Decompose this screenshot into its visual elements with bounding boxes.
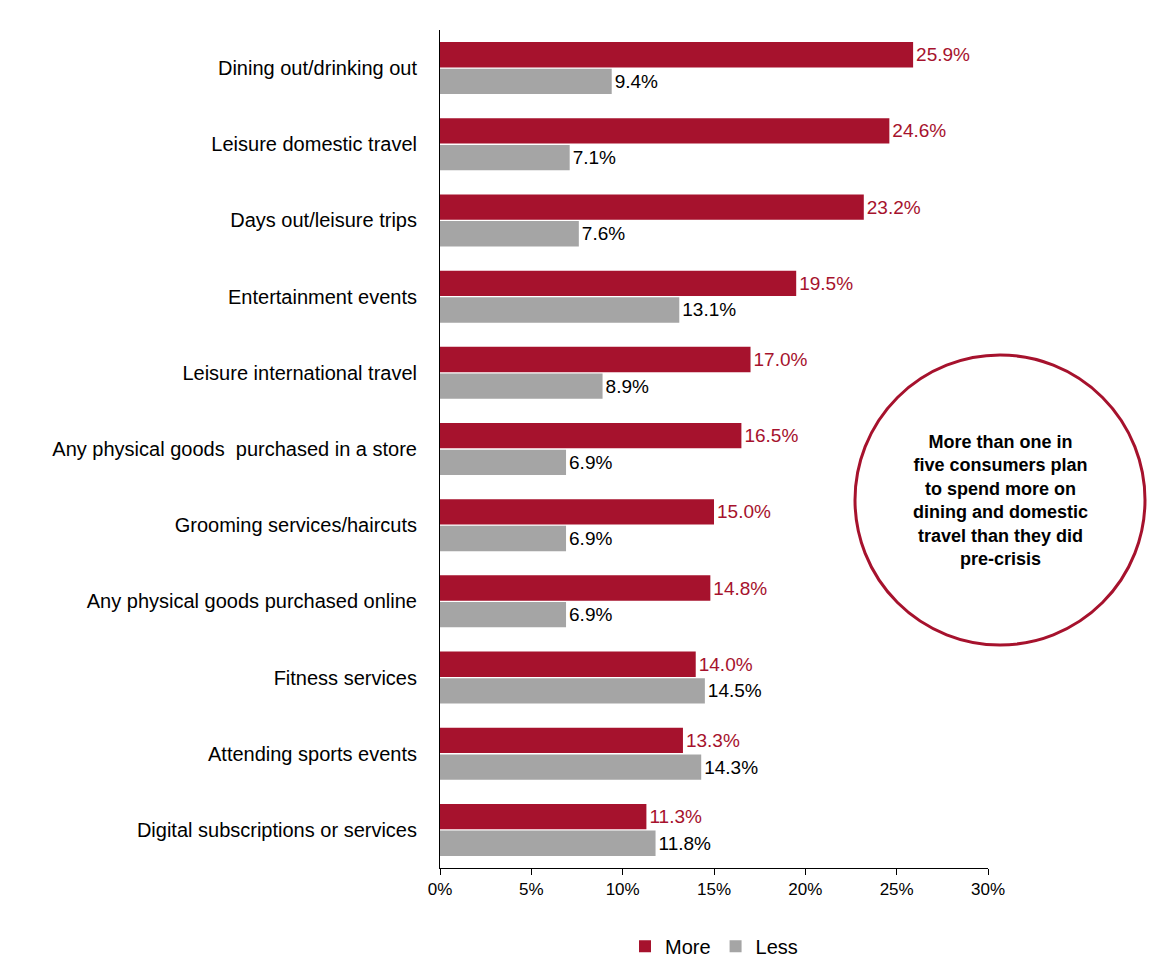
svg-text:25.9%: 25.9% <box>916 44 970 65</box>
svg-text:Less: Less <box>756 936 798 958</box>
svg-text:7.6%: 7.6% <box>582 223 625 244</box>
svg-text:11.8%: 11.8% <box>659 833 712 854</box>
svg-text:16.5%: 16.5% <box>744 425 798 446</box>
svg-text:6.9%: 6.9% <box>569 528 612 549</box>
svg-text:Dining out/drinking out: Dining out/drinking out <box>218 57 417 79</box>
svg-text:Leisure international travel: Leisure international travel <box>182 362 417 384</box>
svg-text:23.2%: 23.2% <box>867 197 921 218</box>
svg-text:20%: 20% <box>788 880 822 899</box>
svg-text:9.4%: 9.4% <box>615 71 658 92</box>
svg-text:13.1%: 13.1% <box>682 299 736 320</box>
svg-text:10%: 10% <box>606 880 640 899</box>
svg-text:Grooming services/haircuts: Grooming services/haircuts <box>175 514 417 536</box>
svg-text:25%: 25% <box>880 880 914 899</box>
svg-text:30%: 30% <box>971 880 1005 899</box>
svg-text:More: More <box>665 936 711 958</box>
svg-text:14.3%: 14.3% <box>704 757 758 778</box>
svg-text:Digital subscriptions or servi: Digital subscriptions or services <box>137 819 417 841</box>
svg-text:14.5%: 14.5% <box>708 680 762 701</box>
svg-text:14.8%: 14.8% <box>713 578 767 599</box>
svg-text:15%: 15% <box>697 880 731 899</box>
svg-text:6.9%: 6.9% <box>569 604 612 625</box>
svg-text:19.5%: 19.5% <box>799 273 853 294</box>
svg-text:14.0%: 14.0% <box>699 654 753 675</box>
svg-text:Attending sports events: Attending sports events <box>208 743 417 765</box>
svg-text:15.0%: 15.0% <box>717 501 771 522</box>
svg-text:0%: 0% <box>428 880 453 899</box>
svg-text:Any physical goods purchased o: Any physical goods purchased online <box>87 590 417 612</box>
svg-text:6.9%: 6.9% <box>569 452 612 473</box>
svg-text:8.9%: 8.9% <box>606 376 649 397</box>
svg-text:17.0%: 17.0% <box>754 349 808 370</box>
svg-text:7.1%: 7.1% <box>573 147 616 168</box>
svg-text:11.3%: 11.3% <box>649 806 702 827</box>
svg-text:Days out/leisure trips: Days out/leisure trips <box>230 209 417 231</box>
svg-text:More than one infive consumers: More than one infive consumers planto sp… <box>913 432 1088 569</box>
svg-text:5%: 5% <box>519 880 544 899</box>
svg-text:Any physical goods purchased: Any physical goods purchased in a store <box>52 438 417 460</box>
svg-text:Entertainment events: Entertainment events <box>228 286 417 308</box>
svg-text:Fitness services: Fitness services <box>274 667 417 689</box>
svg-text:24.6%: 24.6% <box>892 120 946 141</box>
svg-text:Leisure domestic travel: Leisure domestic travel <box>211 133 417 155</box>
svg-text:13.3%: 13.3% <box>686 730 740 751</box>
